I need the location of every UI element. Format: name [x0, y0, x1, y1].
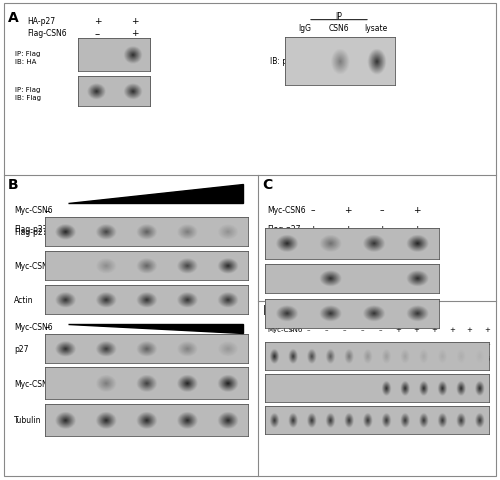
Text: HA-p27: HA-p27 — [28, 17, 56, 26]
Text: –: – — [343, 326, 346, 332]
Text: +: + — [231, 225, 239, 234]
Text: +: + — [56, 225, 64, 234]
Text: IP: Flag: IP: Flag — [15, 87, 40, 93]
Text: –: – — [378, 326, 382, 332]
Text: –: – — [380, 205, 384, 215]
Text: 4: 4 — [468, 355, 472, 361]
Text: C: C — [262, 178, 273, 192]
Text: Flag-p27: Flag-p27 — [268, 341, 298, 347]
Text: +: + — [449, 326, 454, 332]
Text: –: – — [289, 326, 293, 332]
Text: A: A — [8, 11, 18, 24]
Text: –: – — [310, 205, 315, 215]
Text: +: + — [378, 341, 384, 347]
Text: Flag-p27: Flag-p27 — [268, 225, 301, 234]
Text: +: + — [395, 341, 401, 347]
Text: 1: 1 — [306, 355, 311, 361]
Text: CSN6: CSN6 — [328, 24, 349, 33]
Text: –: – — [45, 322, 50, 331]
Text: CHX (h): CHX (h) — [268, 355, 294, 362]
Text: +: + — [413, 326, 419, 332]
Text: +: + — [431, 326, 437, 332]
Text: 4: 4 — [360, 355, 364, 361]
Text: IP: IP — [336, 12, 342, 21]
Text: Myc-CSN6: Myc-CSN6 — [268, 205, 306, 215]
Text: 2: 2 — [432, 355, 436, 361]
Text: Flag-p27: Flag-p27 — [268, 240, 301, 248]
Text: Myc-CSN6: Myc-CSN6 — [14, 205, 52, 215]
Text: +: + — [146, 225, 154, 234]
Text: +: + — [413, 205, 420, 215]
Text: B: B — [8, 178, 18, 192]
Text: Myc-CSN6: Myc-CSN6 — [14, 379, 52, 388]
Text: +: + — [413, 341, 419, 347]
Text: +: + — [449, 341, 454, 347]
Text: IB: Flag: IB: Flag — [15, 95, 41, 100]
Text: Actin: Actin — [268, 416, 287, 424]
Text: +: + — [94, 17, 101, 26]
Text: 6: 6 — [378, 355, 382, 361]
Text: lysate: lysate — [364, 24, 388, 33]
Text: +: + — [342, 341, 347, 347]
Text: IB: p27: IB: p27 — [270, 57, 297, 66]
Text: 0: 0 — [289, 355, 293, 361]
Text: +: + — [306, 341, 312, 347]
Text: IP: Flag: IP: Flag — [15, 51, 40, 57]
Text: IB: HA: IB: HA — [15, 59, 36, 64]
Text: Myc-CSN6: Myc-CSN6 — [14, 322, 52, 331]
Text: Flag-p27: Flag-p27 — [14, 225, 48, 234]
Text: +: + — [324, 341, 330, 347]
Text: +: + — [378, 225, 385, 234]
Text: –: – — [345, 244, 350, 253]
Text: p27: p27 — [14, 344, 28, 353]
Text: +: + — [101, 225, 109, 234]
Text: Myc-CSN6: Myc-CSN6 — [14, 262, 52, 270]
Text: IgG: IgG — [298, 24, 312, 33]
Text: Flag-p27: Flag-p27 — [14, 228, 48, 237]
Text: Tubulin: Tubulin — [14, 416, 42, 424]
Text: 0: 0 — [396, 355, 400, 361]
Text: 3: 3 — [450, 355, 454, 361]
Text: +: + — [431, 341, 437, 347]
Text: +: + — [413, 225, 420, 234]
Text: +: + — [484, 326, 490, 332]
Text: 6: 6 — [485, 355, 490, 361]
Text: +: + — [131, 17, 139, 26]
Text: 2: 2 — [324, 355, 329, 361]
Text: +: + — [413, 244, 420, 253]
Text: Myc-CSN6: Myc-CSN6 — [268, 326, 303, 332]
Text: –: – — [45, 205, 50, 216]
Text: Actin: Actin — [14, 295, 34, 304]
Text: Myc-CSN6: Myc-CSN6 — [268, 384, 306, 393]
Text: Myc-CSN6: Myc-CSN6 — [268, 275, 306, 283]
Text: +: + — [378, 244, 385, 253]
Text: MG132: MG132 — [268, 244, 294, 253]
Text: +: + — [191, 225, 199, 234]
Text: –: – — [360, 326, 364, 332]
Text: 3: 3 — [342, 355, 347, 361]
Text: +: + — [131, 29, 139, 38]
Text: Actin: Actin — [268, 310, 287, 318]
Text: 1: 1 — [414, 355, 418, 361]
Text: +: + — [466, 326, 472, 332]
Text: –: – — [95, 29, 100, 38]
Text: –: – — [307, 326, 310, 332]
Text: Flag-p27: Flag-p27 — [268, 352, 301, 361]
Text: +: + — [360, 341, 366, 347]
Text: D: D — [262, 304, 274, 318]
Text: +: + — [466, 341, 472, 347]
Text: Flag-CSN6: Flag-CSN6 — [28, 29, 67, 38]
Text: +: + — [344, 225, 351, 234]
Text: +: + — [309, 225, 316, 234]
Text: –: – — [325, 326, 328, 332]
Text: +: + — [484, 341, 490, 347]
Text: +: + — [288, 341, 294, 347]
Text: +: + — [344, 205, 351, 215]
Text: +: + — [395, 326, 401, 332]
Text: –: – — [310, 244, 315, 253]
